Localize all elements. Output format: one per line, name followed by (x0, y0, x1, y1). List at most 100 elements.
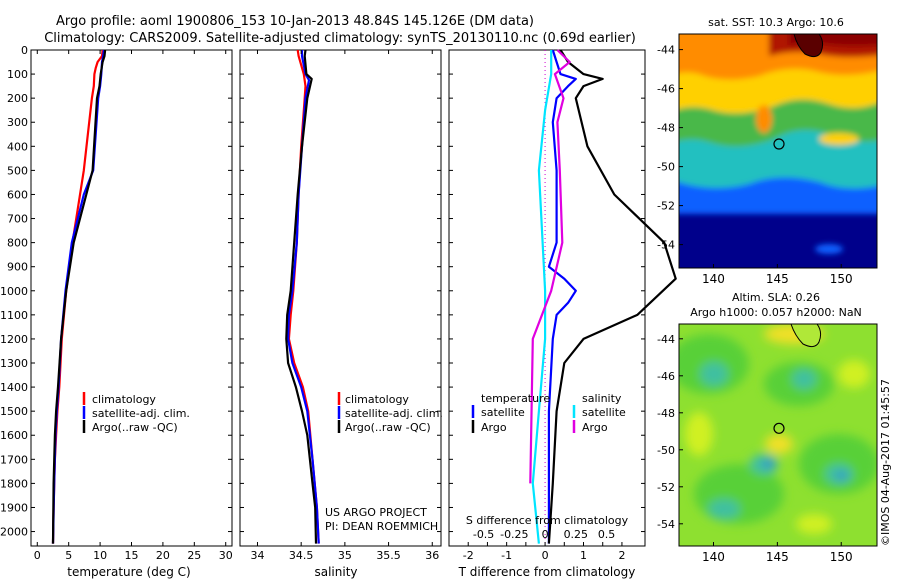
x-tick-label: 10 (93, 549, 107, 562)
x-tick-label: 20 (156, 549, 170, 562)
legend-temperature-header: temperature (481, 392, 550, 405)
lat-tick-label: -54 (657, 518, 675, 531)
legend-climatology-label: climatology (345, 393, 409, 406)
temperature-panel: 0 5 10 15 20 25 30 temperature (deg C) climato… (30, 49, 233, 579)
lat-tick-label: -46 (657, 83, 675, 96)
depth-tick-label: 1300 (0, 357, 28, 370)
depth-axis: 0 100 200 300 400 500 600 700 800 900 1000 1100 1200… (0, 44, 645, 539)
lat-tick-label: -48 (657, 407, 675, 420)
sst-map-frame (678, 33, 878, 269)
depth-tick-label: 100 (7, 68, 28, 81)
depth-tick-label: 1400 (0, 381, 28, 394)
depth-tick-label: 1500 (0, 405, 28, 418)
depth-tick-label: 1100 (0, 309, 28, 322)
lon-tick-label: 140 (702, 272, 725, 286)
x-tick-label: 5 (65, 549, 72, 562)
s-tick-label: -0.25 (500, 528, 528, 541)
depth-tick-label: 800 (7, 237, 28, 250)
salinity-axis-label: salinity (314, 565, 357, 579)
sst-argo-marker (773, 138, 785, 150)
difference-series-1 (547, 49, 577, 544)
series-line-3 (51, 49, 107, 544)
lat-tick-label: -52 (657, 481, 675, 494)
x-tick-label: 35.5 (376, 549, 401, 562)
sst-map-panel: sat. SST: 10.3 Argo: 10.6 (657, 16, 878, 286)
depth-tick-label: 1200 (0, 333, 28, 346)
depth-tick-label: 400 (7, 140, 28, 153)
difference-series-4 (529, 49, 571, 484)
x-tick-label: 0 (34, 549, 41, 562)
depth-tick-label: 1000 (0, 285, 28, 298)
lon-tick-label: 145 (766, 550, 789, 564)
x-tick-label: 15 (125, 549, 139, 562)
x-tick-label: -2 (463, 549, 474, 562)
x-tick-label: -1 (501, 549, 512, 562)
sst-map-title: sat. SST: 10.3 Argo: 10.6 (708, 16, 844, 29)
temperature-axis-label: temperature (deg C) (67, 565, 190, 579)
s-tick-label: 0.25 (564, 528, 589, 541)
x-tick-label: 36 (425, 549, 439, 562)
lat-tick-label: -52 (657, 200, 675, 213)
depth-tick-label: 300 (7, 116, 28, 129)
legend-satellite-label: satellite-adj. clim. (92, 407, 190, 420)
difference-plot-frame (448, 49, 646, 547)
figure-title-line2: Climatology: CARS2009. Satellite-adjuste… (44, 31, 636, 46)
legend-argo-label: Argo(..raw -QC) (345, 421, 431, 434)
lat-tick-label: -44 (657, 44, 675, 57)
legend-satellite-label: satellite-adj. clim. (345, 407, 443, 420)
s-difference-axis-label: S difference from climatology (466, 514, 629, 527)
depth-tick-label: 500 (7, 164, 28, 177)
sla-map-subtitle: Argo h1000: 0.057 h2000: NaN (690, 306, 862, 319)
x-tick-label: 25 (187, 549, 201, 562)
difference-panel: -2 -1 0 1 2 -0.5 -0.25 0 0.25 0.5 S difference fr… (448, 49, 677, 579)
x-tick-label: 1 (580, 549, 587, 562)
difference-series-2 (547, 49, 677, 544)
sla-argo-marker (773, 422, 785, 434)
legend-s-satellite-label: satellite (582, 406, 626, 419)
lat-tick-label: -50 (657, 161, 675, 174)
difference-series-3 (531, 50, 553, 544)
legend-t-argo-label: Argo (481, 421, 507, 434)
figure-title-line1: Argo profile: aoml 1900806_153 10-Jan-20… (56, 14, 534, 29)
difference-legend: temperature satellite Argo salinity sate… (471, 392, 626, 434)
s-tick-label: 0.5 (598, 528, 616, 541)
legend-t-satellite-label: satellite (481, 406, 525, 419)
depth-tick-label: 1800 (0, 477, 28, 490)
x-tick-label: 30 (219, 549, 233, 562)
credit-pi: PI: DEAN ROEMMICH (325, 520, 438, 533)
depth-tick-label: 2000 (0, 526, 28, 539)
credit-project: US ARGO PROJECT (325, 506, 427, 519)
x-tick-label: 35 (338, 549, 352, 562)
lat-tick-label: -44 (657, 333, 675, 346)
temperature-plot-frame (30, 49, 233, 547)
sla-map-panel: Altim. SLA: 0.26 Argo h1000: 0.057 h2000… (657, 291, 878, 564)
depth-tick-label: 0 (21, 44, 28, 57)
tasmania-outline (793, 34, 824, 58)
legend-climatology-label: climatology (92, 393, 156, 406)
lon-tick-label: 150 (830, 272, 853, 286)
salinity-panel: 34 34.5 35 35.5 36 salinity climatology sate… (239, 49, 443, 579)
lat-tick-label: -50 (657, 444, 675, 457)
imos-timestamp: ©IMOS 04-Aug-2017 01:45:57 (879, 379, 892, 546)
depth-tick-label: 900 (7, 261, 28, 274)
salinity-legend: climatology satellite-adj. clim. Argo(..… (337, 392, 443, 434)
temperature-legend: climatology satellite-adj. clim. Argo(..… (82, 392, 190, 434)
depth-tick-label: 200 (7, 92, 28, 105)
depth-tick-label: 600 (7, 188, 28, 201)
s-tick-label: -0.5 (473, 528, 494, 541)
lon-tick-label: 140 (702, 550, 725, 564)
x-tick-label: 34 (250, 549, 264, 562)
series-line-2 (287, 50, 320, 544)
salinity-plot-frame (239, 49, 442, 547)
legend-s-argo-label: Argo (582, 421, 608, 434)
depth-tick-label: 700 (7, 213, 28, 226)
sla-map-frame (678, 323, 878, 547)
sst-field (679, 34, 877, 268)
legend-argo-label: Argo(..raw -QC) (92, 421, 178, 434)
sla-map-title: Altim. SLA: 0.26 (732, 291, 820, 304)
tasmania-outline (790, 324, 822, 348)
lon-tick-label: 145 (766, 272, 789, 286)
x-tick-label: 34.5 (289, 549, 314, 562)
depth-tick-label: 1600 (0, 429, 28, 442)
